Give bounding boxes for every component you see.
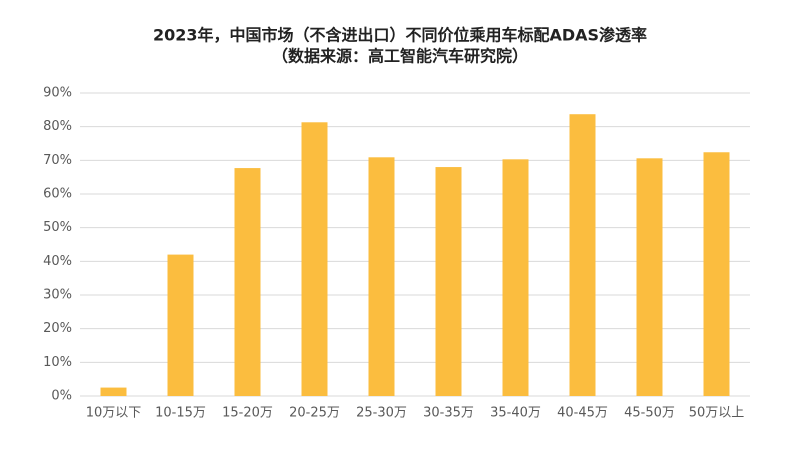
bar	[569, 114, 596, 397]
x-tick-label: 30-35万	[423, 406, 474, 421]
y-tick-label: 30%	[43, 288, 72, 303]
bar	[301, 122, 328, 396]
y-tick-label: 20%	[43, 321, 72, 336]
x-tick-label: 45-50万	[624, 406, 675, 421]
x-tick-label: 35-40万	[490, 406, 541, 421]
bar	[234, 168, 261, 396]
x-tick-label: 10万以下	[86, 406, 142, 421]
y-tick-label: 80%	[43, 119, 72, 134]
bar	[502, 159, 529, 396]
y-tick-label: 70%	[43, 153, 72, 168]
bar	[100, 387, 127, 396]
x-tick-label: 50万以上	[689, 406, 745, 421]
chart-title: 2023年，中国市场（不含进出口）不同价位乘用车标配ADAS渗透率	[153, 26, 647, 45]
y-tick-label: 90%	[43, 86, 72, 101]
bar	[167, 254, 194, 396]
x-tick-label: 25-30万	[356, 406, 407, 421]
bar	[368, 157, 395, 396]
x-tick-label: 15-20万	[222, 406, 273, 421]
y-tick-label: 10%	[43, 355, 72, 370]
bar	[703, 152, 730, 396]
x-tick-label: 10-15万	[155, 406, 206, 421]
y-tick-label: 40%	[43, 254, 72, 269]
bar	[636, 158, 663, 396]
x-tick-label: 20-25万	[289, 406, 340, 421]
y-tick-label: 50%	[43, 220, 72, 235]
y-tick-label: 0%	[51, 389, 72, 404]
y-tick-label: 60%	[43, 187, 72, 202]
x-tick-label: 40-45万	[557, 406, 608, 421]
chart-subtitle: （数据来源：高工智能汽车研究院）	[272, 47, 528, 66]
bar	[435, 167, 462, 396]
